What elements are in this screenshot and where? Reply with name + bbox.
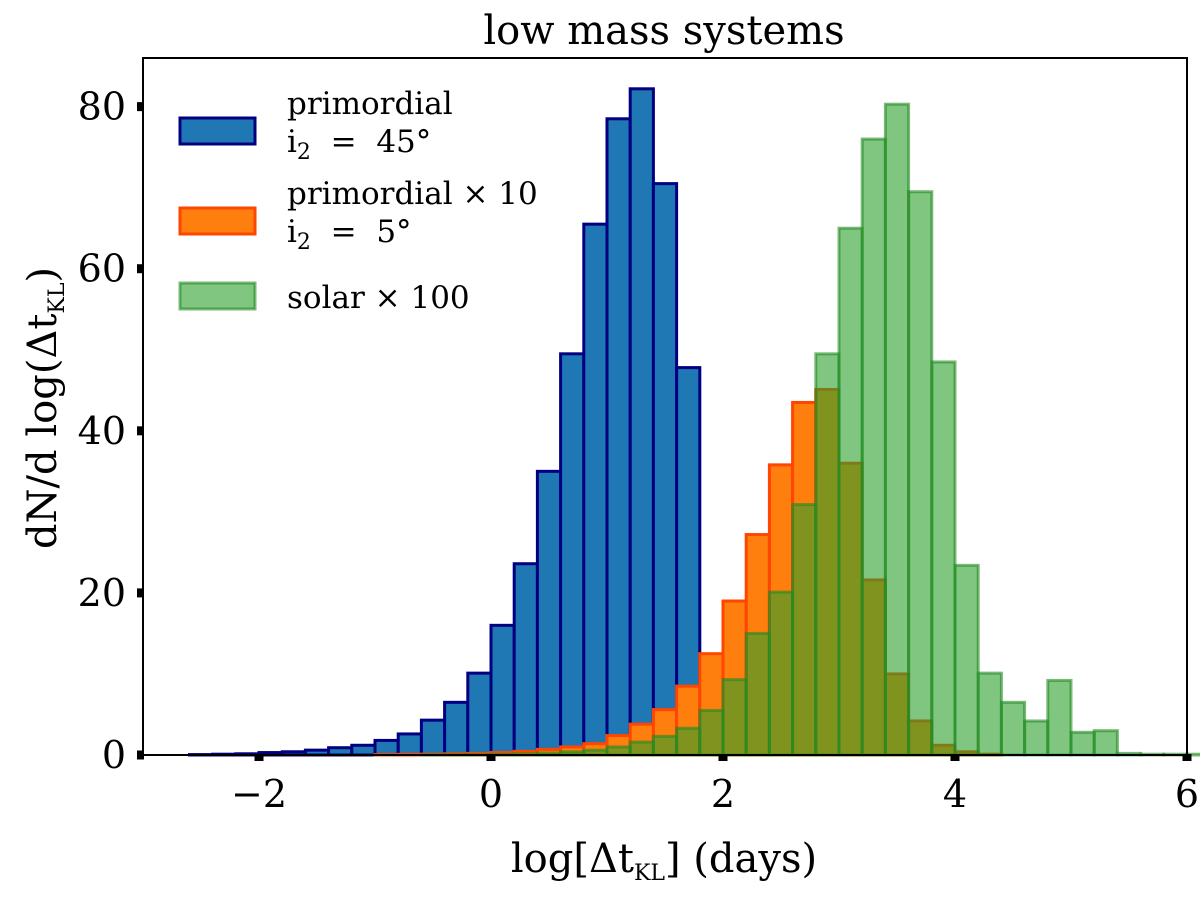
chart-title: low mass systems <box>483 8 844 54</box>
bar <box>930 360 957 757</box>
bar <box>535 469 563 757</box>
bar <box>953 563 980 757</box>
legend-label: primordial × 10 <box>287 176 538 212</box>
bar <box>1092 729 1119 757</box>
bar <box>721 678 748 757</box>
bars-layer <box>187 87 1200 757</box>
bar <box>1046 678 1073 757</box>
y-axis-label-main: dN/d log(Δt <box>20 314 66 549</box>
bar <box>698 708 725 757</box>
series-0 <box>187 87 702 757</box>
bar <box>396 732 423 757</box>
bar <box>582 222 609 757</box>
bar <box>883 102 911 757</box>
legend-label: primordial <box>287 86 453 122</box>
series-2 <box>419 102 1200 757</box>
y-tick-label: 20 <box>78 571 126 615</box>
bar <box>350 743 377 757</box>
x-tick-label: 4 <box>943 772 967 816</box>
bar <box>327 746 354 757</box>
axes-frame <box>142 57 1188 756</box>
bar <box>605 117 632 757</box>
legend-swatch <box>178 116 257 146</box>
bar <box>419 718 447 757</box>
bar <box>489 623 516 757</box>
bar <box>512 562 539 757</box>
legend-swatch <box>178 281 257 311</box>
bar <box>744 631 771 757</box>
bar <box>999 700 1027 757</box>
bar <box>628 87 655 757</box>
x-axis-label: log[ΔtKL] (days) <box>511 836 817 886</box>
x-axis-label-sub: KL <box>634 861 665 886</box>
y-tick-label: 80 <box>78 85 126 129</box>
x-axis-label-main: log[Δt <box>511 836 634 882</box>
y-tick-label: 0 <box>102 733 126 777</box>
x-axis-label-tail: ] (days) <box>665 836 817 882</box>
bar <box>791 503 818 757</box>
bar <box>628 740 655 757</box>
y-tick-label: 60 <box>78 247 126 291</box>
bar <box>559 352 586 757</box>
x-tick-label: 6 <box>1175 772 1199 816</box>
bar <box>373 738 400 757</box>
y-axis-label: dN/d log(ΔtKL) <box>20 267 70 549</box>
legend-entry-2: solar × 100 <box>178 280 470 316</box>
y-axis-label-tail: ) <box>20 267 66 283</box>
x-tick-label: 2 <box>711 772 735 816</box>
bar <box>605 745 632 757</box>
bar <box>466 671 493 757</box>
bar <box>1069 730 1096 757</box>
bar <box>651 734 679 757</box>
y-axis-label-sub: KL <box>45 282 70 313</box>
legend-label: solar × 100 <box>287 280 470 316</box>
legend-label-line2: i2 = 5° <box>287 214 412 255</box>
bar <box>675 726 702 757</box>
plot-frame <box>142 57 1188 756</box>
bar <box>860 137 887 757</box>
legend-label-line2: i2 = 45° <box>287 124 431 165</box>
bar <box>1023 719 1050 757</box>
bar <box>443 700 470 757</box>
bar <box>767 590 795 757</box>
bar <box>837 226 864 757</box>
bar <box>814 352 841 757</box>
x-tick-label: −2 <box>231 772 287 816</box>
x-tick-label: 0 <box>479 772 503 816</box>
bar <box>651 182 679 757</box>
bar <box>976 671 1003 757</box>
bar <box>907 190 934 757</box>
y-tick-label: 40 <box>78 409 126 453</box>
legend-swatch <box>178 206 257 236</box>
